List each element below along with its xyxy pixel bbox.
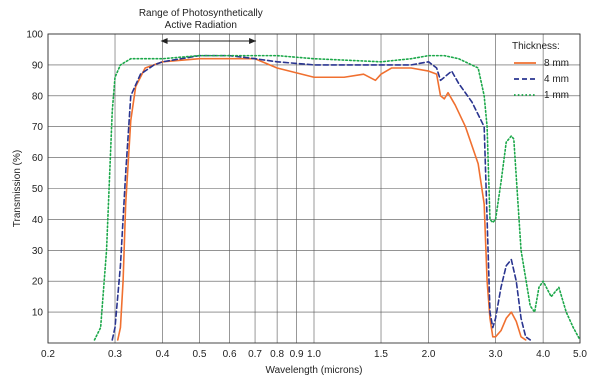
y-tick-label: 50 — [32, 184, 44, 195]
x-tick-label: 1.5 — [374, 349, 388, 360]
y-tick-label: 70 — [32, 122, 44, 133]
x-tick-label: 0.7 — [248, 349, 262, 360]
x-tick-label: 0.6 — [223, 349, 237, 360]
y-tick-label: 80 — [32, 91, 44, 102]
x-tick-label: 2.0 — [422, 349, 436, 360]
legend-label-1: 8 mm — [544, 58, 569, 69]
y-tick-label: 40 — [32, 215, 44, 226]
series-line-2 — [111, 54, 532, 341]
annotation-text-line-1: Range of Photosynthetically — [139, 8, 263, 19]
x-tick-label: 0.8 — [270, 349, 284, 360]
x-tick-label: 0.5 — [192, 349, 206, 360]
y-tick-label: 100 — [26, 30, 43, 41]
series-line-3 — [93, 54, 581, 341]
x-axis-title: Wavelength (microns) — [266, 365, 363, 376]
axes: 0.2 0.3 0.4 0.5 0.6 0.7 0.8 0.9 1.0 1.5 2.0 3.0 4.0 5… — [26, 30, 587, 361]
legend-label-3: 1 mm — [544, 90, 569, 101]
y-tick-label: 20 — [32, 277, 44, 288]
plot-frame — [47, 33, 581, 344]
series-line-1 — [116, 57, 527, 341]
x-tick-label: 3.0 — [489, 349, 503, 360]
x-tick-label: 4.0 — [536, 349, 550, 360]
y-tick-label: 90 — [32, 60, 44, 71]
y-axis-title: Transmission (%) — [12, 150, 23, 227]
legend-title: Thickness: — [512, 41, 560, 52]
x-tick-label: 0.4 — [156, 349, 170, 360]
x-tick-label: 0.3 — [108, 349, 122, 360]
y-tick-label: 60 — [32, 153, 44, 164]
series-lines — [93, 54, 581, 341]
x-tick-label: 1.0 — [307, 349, 321, 360]
y-tick-label: 30 — [32, 246, 44, 257]
x-tick-label: 0.2 — [41, 349, 55, 360]
legend: Thickness: 8 mm 4 mm 1 mm — [512, 41, 569, 101]
legend-label-2: 4 mm — [544, 74, 569, 85]
y-tick-label: 10 — [32, 308, 44, 319]
annotation-text-line-2: Active Radiation — [165, 20, 237, 31]
x-tick-label: 0.9 — [290, 349, 304, 360]
par-annotation: Range of Photosynthetically Active Radia… — [139, 8, 263, 44]
x-tick-label: 5.0 — [573, 349, 587, 360]
